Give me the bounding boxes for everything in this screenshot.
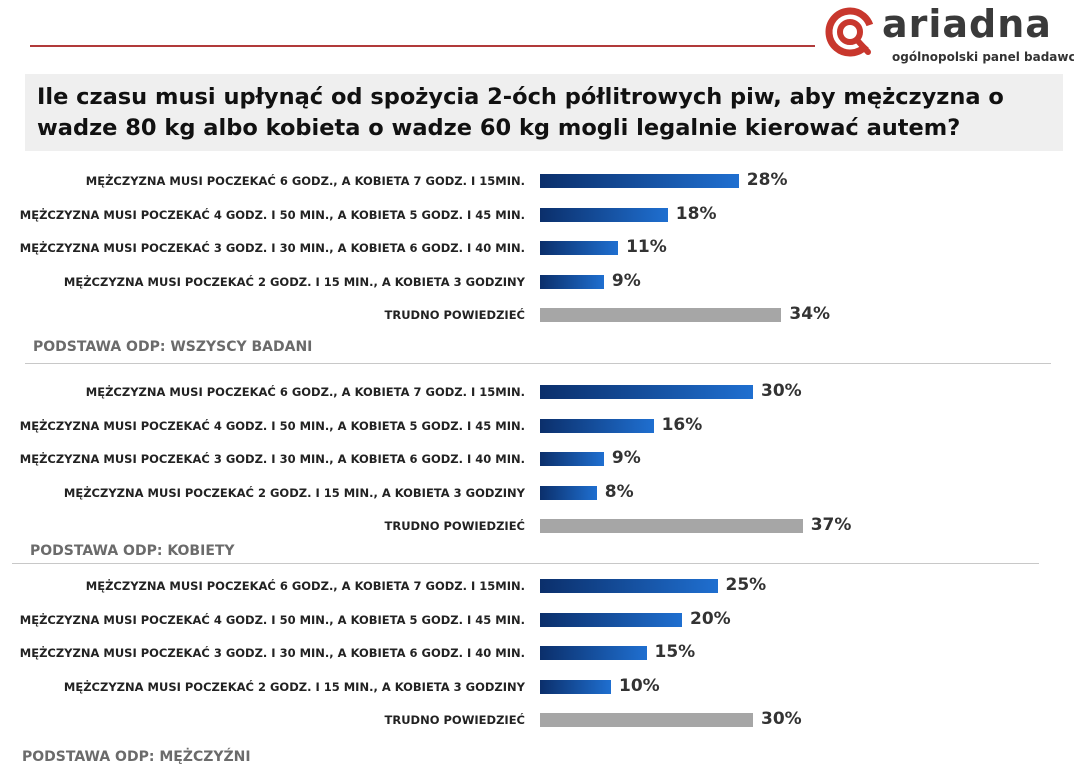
bar — [540, 452, 604, 466]
bar-value-label: 15% — [654, 642, 696, 662]
bar — [540, 308, 782, 322]
bar — [540, 174, 739, 188]
bar-category-label: TRUDNO POWIEDZIEĆ — [384, 713, 525, 727]
bar-category-label: TRUDNO POWIEDZIEĆ — [384, 519, 525, 533]
question-title-box: Ile czasu musi upłynąć od spożycia 2-óch… — [25, 74, 1063, 151]
bar-category-label: MĘŻCZYZNA MUSI POCZEKAĆ 6 GODZ., A KOBIE… — [85, 579, 525, 593]
header-rule — [30, 45, 815, 47]
bar-category-label: MĘŻCZYZNA MUSI POCZEKAĆ 2 GODZ. I 15 MIN… — [63, 679, 525, 694]
bar-value-label: 30% — [761, 381, 802, 401]
bar — [540, 579, 718, 593]
ariadna-logo: ariadna ogólnopolski panel badawczy — [824, 2, 1074, 66]
logo-wordmark: ariadna — [882, 2, 1052, 46]
bar-category-label: MĘŻCZYZNA MUSI POCZEKAĆ 2 GODZ. I 15 MIN… — [63, 485, 525, 500]
bar — [540, 519, 803, 533]
bar-value-label: 20% — [690, 608, 731, 629]
bar-category-label: MĘŻCZYZNA MUSI POCZEKAĆ 4 GODZ. I 50 MIN… — [19, 612, 525, 627]
bar-value-label: 25% — [725, 575, 767, 595]
bar-value-label: 18% — [675, 203, 717, 224]
bar-category-label: MĘŻCZYZNA MUSI POCZEKAĆ 3 GODZ. I 30 MIN… — [19, 646, 525, 660]
bar-value-label: 28% — [746, 170, 788, 190]
bar-value-label: 8% — [604, 481, 634, 502]
base-note: PODSTAWA ODP: WSZYSCY BADANI — [33, 339, 313, 355]
bar-category-label: MĘŻCZYZNA MUSI POCZEKAĆ 4 GODZ. I 50 MIN… — [19, 207, 525, 222]
bar — [540, 713, 753, 727]
question-title: Ile czasu musi upłynąć od spożycia 2-óch… — [37, 84, 1004, 141]
bar — [540, 274, 604, 289]
logo-tagline: ogólnopolski panel badawczy — [892, 50, 1074, 64]
bar — [540, 646, 647, 660]
bar-category-label: MĘŻCZYZNA MUSI POCZEKAĆ 6 GODZ., A KOBIE… — [85, 385, 525, 399]
bar-value-label: 16% — [661, 414, 703, 435]
bar-value-label: 30% — [761, 709, 802, 729]
bar-category-label: MĘŻCZYZNA MUSI POCZEKAĆ 2 GODZ. I 15 MIN… — [63, 274, 525, 289]
bar — [540, 679, 611, 694]
bar-value-label: 9% — [611, 270, 641, 291]
bar-category-label: MĘŻCZYZNA MUSI POCZEKAĆ 4 GODZ. I 50 MIN… — [19, 418, 525, 433]
bar-category-label: MĘŻCZYZNA MUSI POCZEKAĆ 3 GODZ. I 30 MIN… — [19, 452, 525, 466]
bar — [540, 612, 682, 627]
bar — [540, 241, 619, 255]
bar-category-label: MĘŻCZYZNA MUSI POCZEKAĆ 3 GODZ. I 30 MIN… — [19, 241, 525, 255]
bar-value-label: 10% — [619, 675, 660, 696]
ariadna-logo-icon — [825, 7, 875, 57]
bar-value-label: 9% — [611, 448, 641, 468]
bar — [540, 418, 654, 433]
bar — [540, 207, 668, 222]
base-note: PODSTAWA ODP: MĘŻCZYŹNI — [22, 749, 251, 765]
section-divider — [25, 363, 1051, 364]
bar — [540, 385, 753, 399]
bar-category-label: TRUDNO POWIEDZIEĆ — [384, 308, 525, 322]
bar-value-label: 11% — [626, 237, 667, 257]
bar-value-label: 37% — [810, 515, 852, 535]
bar-category-label: MĘŻCZYZNA MUSI POCZEKAĆ 6 GODZ., A KOBIE… — [85, 174, 525, 188]
bar — [540, 485, 597, 500]
bar-value-label: 34% — [789, 304, 831, 324]
section-divider — [12, 563, 1039, 564]
base-note: PODSTAWA ODP: KOBIETY — [30, 543, 235, 559]
